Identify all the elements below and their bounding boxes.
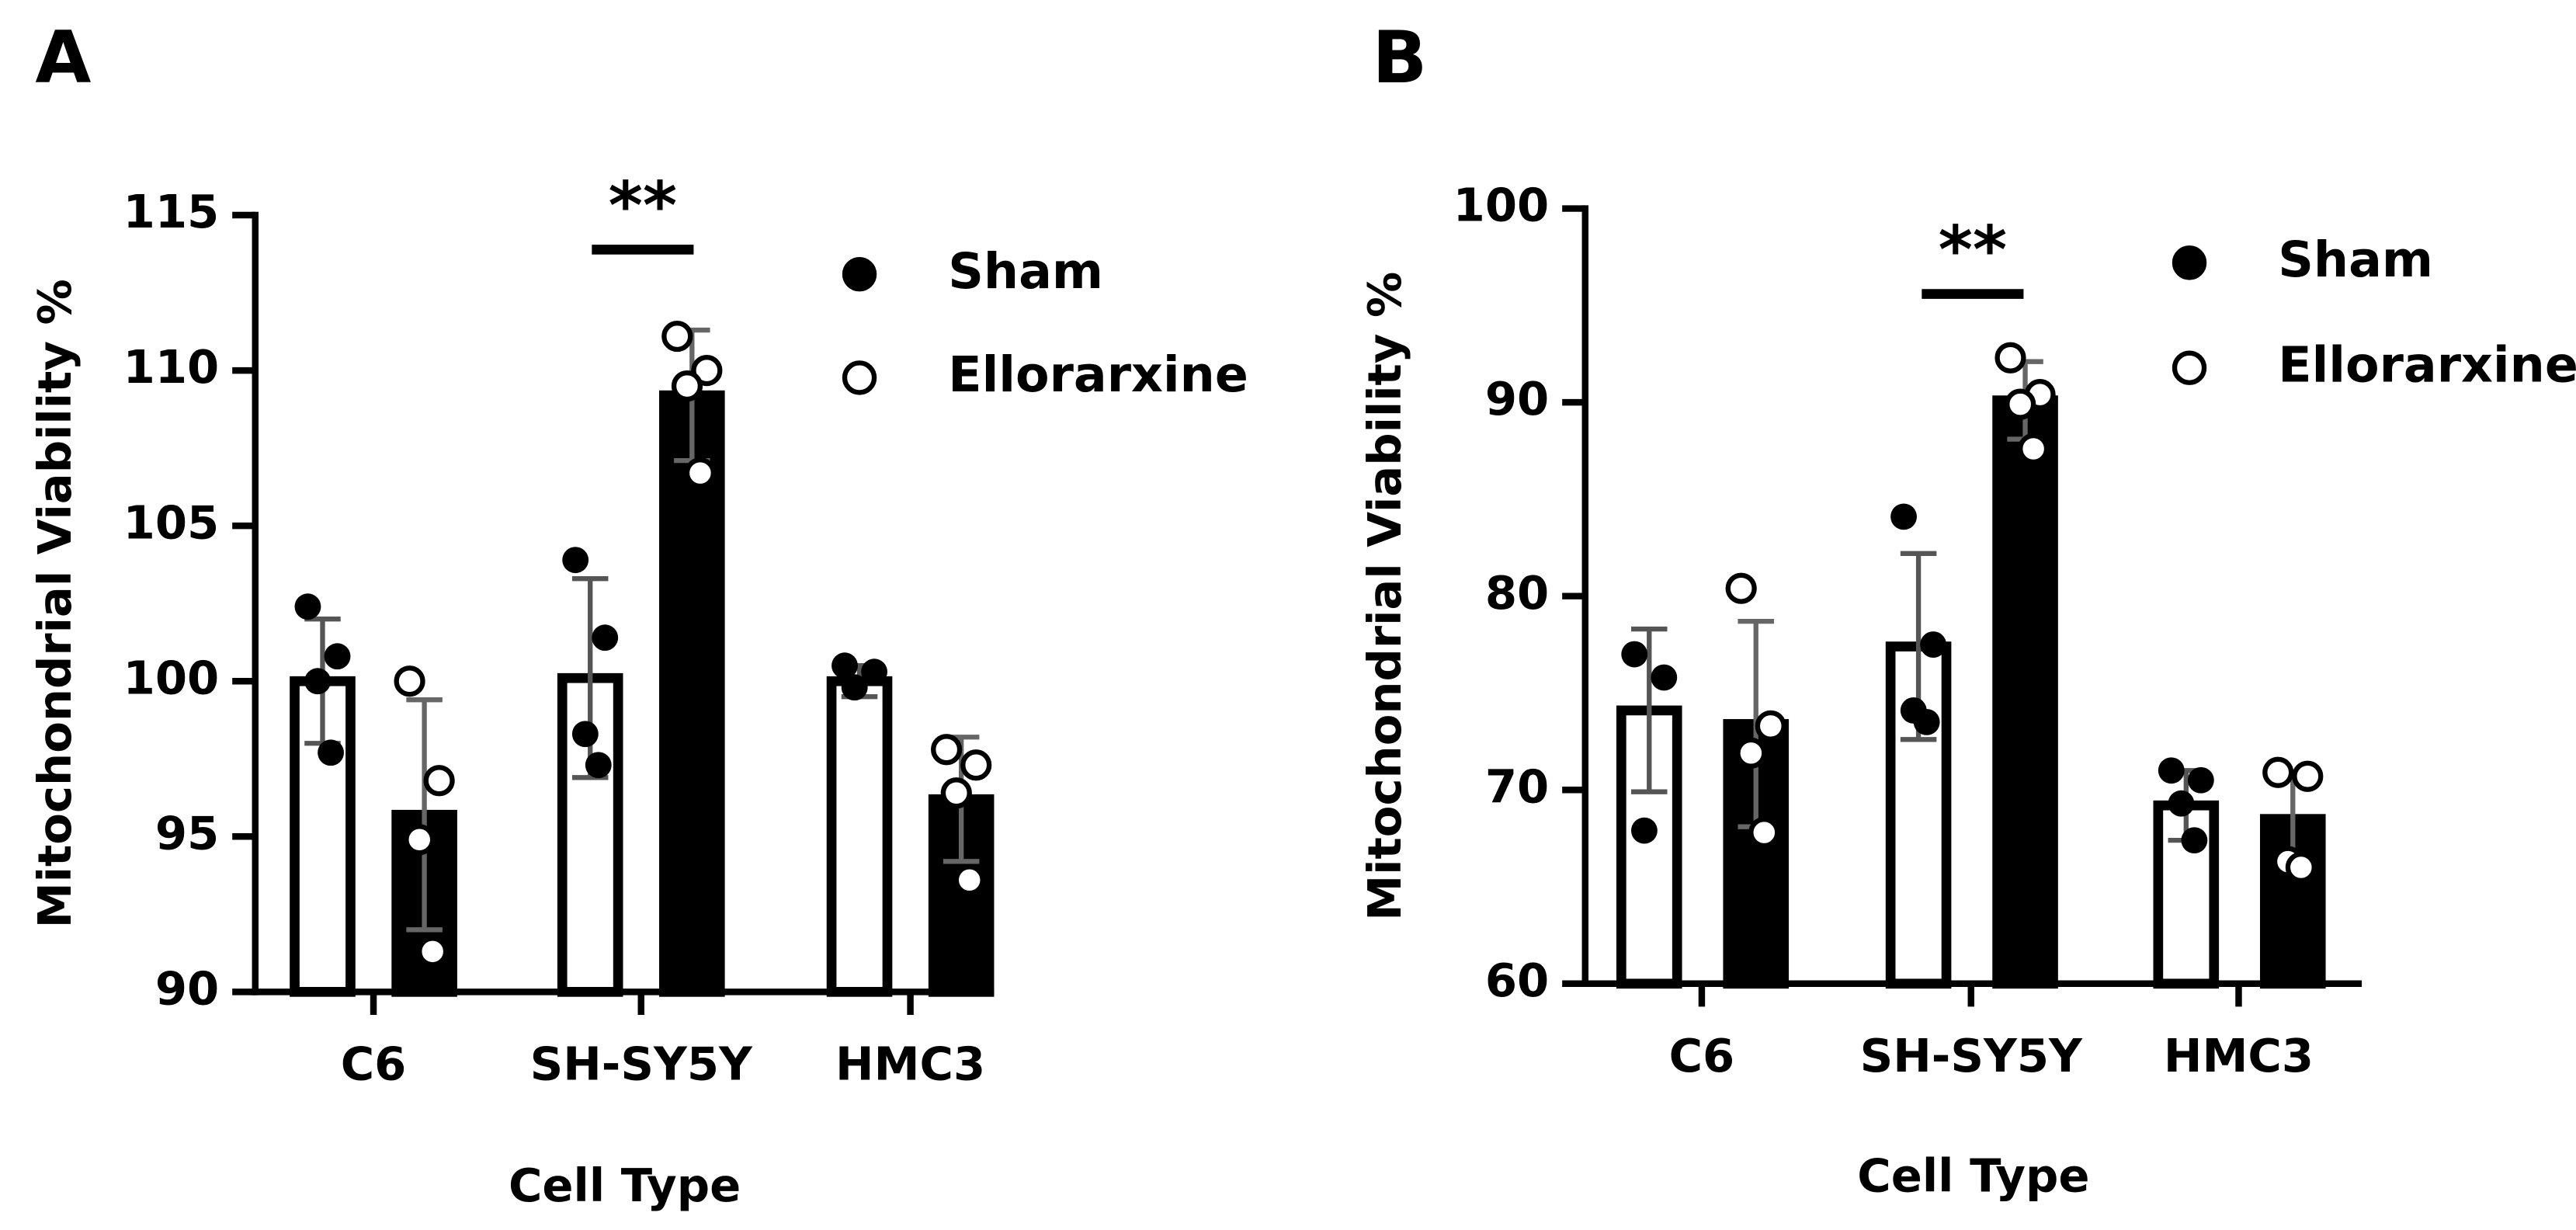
data-point — [960, 749, 992, 781]
data-point — [304, 668, 332, 695]
data-point — [684, 457, 716, 489]
panel-label: B — [1372, 16, 1427, 99]
y-axis-label: Mitochondrial Viability % — [28, 279, 82, 928]
legend-label: Ellorarxine — [948, 346, 1248, 403]
data-point — [1725, 572, 1757, 604]
data-point — [841, 674, 868, 701]
significance-label: ** — [609, 167, 677, 244]
data-point — [2292, 760, 2324, 792]
data-point — [1913, 708, 1940, 735]
x-tick-label: SH-SY5Y — [1860, 1029, 2083, 1082]
y-tick-label: 70 — [1485, 759, 1549, 813]
data-point — [931, 734, 963, 766]
data-point — [861, 658, 887, 686]
data-point — [1920, 631, 1947, 658]
data-point — [2168, 790, 2195, 817]
x-tick-label: HMC3 — [2164, 1029, 2314, 1082]
x-axis-label: Cell Type — [509, 1159, 741, 1212]
y-tick-label: 105 — [123, 495, 220, 549]
data-point — [1735, 737, 1767, 769]
data-point — [2018, 433, 2050, 465]
data-point — [294, 593, 321, 620]
data-point — [318, 739, 344, 766]
data-point — [691, 355, 723, 387]
data-point — [2181, 827, 2208, 854]
data-point — [953, 864, 985, 896]
significance-label: ** — [1939, 211, 2007, 288]
legend-label: Sham — [2278, 231, 2433, 288]
data-point — [1651, 664, 1678, 691]
data-point — [831, 652, 858, 679]
legend-marker — [842, 360, 877, 395]
data-point — [1630, 817, 1658, 844]
y-tick-label: 100 — [123, 651, 220, 704]
x-tick-label: SH-SY5Y — [530, 1037, 753, 1091]
y-tick-label: 90 — [155, 961, 219, 1015]
data-point — [2158, 757, 2185, 784]
data-point — [940, 777, 972, 809]
legend-label: Sham — [948, 242, 1103, 300]
data-point — [324, 643, 351, 670]
data-point — [661, 320, 693, 353]
y-tick-label: 80 — [1485, 566, 1549, 620]
x-tick-label: C6 — [341, 1037, 407, 1091]
data-point — [404, 824, 436, 856]
y-tick-label: 90 — [1485, 372, 1549, 426]
legend-marker — [2172, 245, 2207, 280]
data-point — [423, 765, 455, 797]
x-tick-label: HMC3 — [835, 1037, 985, 1091]
y-tick-label: 60 — [1485, 954, 1549, 1007]
data-point — [394, 665, 425, 697]
y-tick-label: 95 — [155, 806, 219, 860]
data-point — [585, 752, 612, 779]
data-point — [571, 721, 599, 748]
data-point — [1890, 503, 1917, 530]
legend-label: Ellorarxine — [2278, 335, 2576, 393]
legend-marker — [2172, 350, 2207, 385]
x-axis-label: Cell Type — [1857, 1149, 2089, 1203]
error-bar — [1630, 626, 1668, 794]
y-tick-label: 100 — [1453, 179, 1550, 232]
data-point — [2262, 756, 2294, 788]
y-axis-label: Mitochondrial Viability % — [1358, 272, 1411, 921]
panel-label: A — [35, 16, 91, 99]
data-point — [2285, 851, 2317, 884]
y-tick-label: 110 — [123, 340, 220, 394]
data-point — [562, 547, 589, 574]
data-point — [1748, 817, 1780, 849]
legend-marker — [842, 256, 877, 292]
y-tick-label: 115 — [123, 185, 220, 238]
data-point — [1755, 710, 1786, 742]
data-point — [2187, 766, 2214, 794]
bar — [1992, 395, 2058, 989]
bar — [826, 676, 893, 997]
data-point — [1994, 342, 2026, 374]
data-point — [592, 624, 619, 651]
data-point — [2005, 388, 2036, 420]
error-bar — [406, 697, 443, 933]
data-point — [1621, 641, 1648, 668]
x-tick-label: C6 — [1669, 1029, 1735, 1082]
data-point — [417, 936, 449, 968]
data-point — [671, 370, 703, 402]
